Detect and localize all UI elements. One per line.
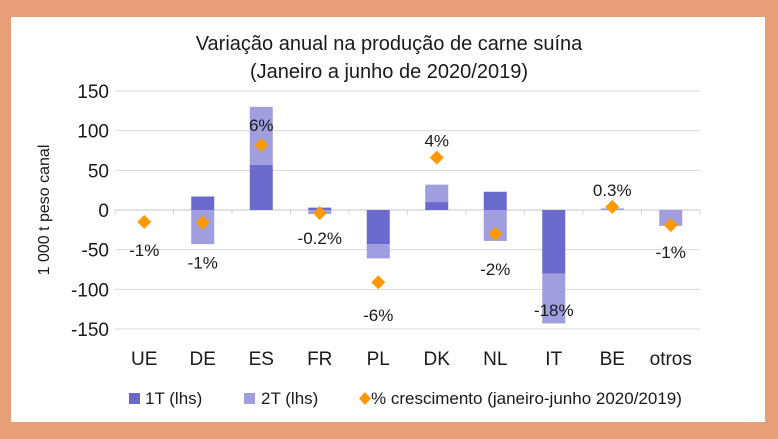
y-tick-label: 150: [77, 82, 109, 103]
legend-swatch-1t: [129, 393, 140, 404]
bar-2t-es: [249, 106, 273, 165]
growth-label-pl: -6%: [363, 306, 393, 325]
y-tick-label: 100: [77, 122, 109, 143]
x-tick-label: PL: [367, 349, 390, 370]
legend-label-growth: % crescimento (janeiro-junho 2020/2019): [371, 389, 682, 408]
x-tick-label: BE: [600, 349, 625, 370]
growth-label-de: -1%: [188, 254, 218, 273]
growth-diamond-nl: [488, 226, 503, 241]
bar-1t-es: [249, 164, 273, 210]
growth-diamond-otros: [663, 218, 678, 233]
bar-2t-dk: [425, 184, 449, 203]
x-tick-label: UE: [131, 349, 157, 370]
growth-diamond-dk: [429, 150, 444, 165]
bar-1t-it: [542, 210, 566, 274]
growth-label-fr: -0.2%: [298, 229, 342, 248]
chart: Variação anual na produção de carne suín…: [36, 33, 701, 408]
bar-1t-de: [191, 196, 215, 210]
growth-label-be: 0.3%: [593, 181, 632, 200]
growth-label-ue: -1%: [129, 241, 159, 260]
y-axis-label: 1 000 t peso canal: [36, 145, 53, 276]
growth-diamond-de: [195, 215, 210, 230]
x-tick-label: DE: [190, 349, 216, 370]
legend-label-2t: 2T (lhs): [261, 389, 318, 408]
chart-title: Variação anual na produção de carne suín…: [196, 33, 583, 55]
x-tick-label: ES: [249, 349, 274, 370]
bar-1t-dk: [425, 202, 449, 210]
legend-swatch-2t: [244, 393, 255, 404]
legend-diamond-growth: [359, 392, 371, 405]
growth-diamond-ue: [137, 214, 152, 229]
growth-label-es: 6%: [249, 116, 274, 135]
bar-1t-nl: [483, 191, 507, 210]
legend-label-1t: 1T (lhs): [145, 389, 202, 408]
x-tick-label: IT: [545, 349, 562, 370]
growth-diamond-fr: [312, 206, 327, 221]
x-tick-label: otros: [650, 349, 692, 370]
y-tick-label: -50: [82, 241, 109, 262]
growth-label-nl: -2%: [480, 260, 510, 279]
y-tick-label: 0: [98, 201, 109, 222]
growth-diamond-es: [254, 137, 269, 152]
x-tick-label: NL: [483, 349, 507, 370]
y-tick-label: -150: [71, 320, 109, 341]
x-tick-label: DK: [424, 349, 451, 370]
bar-2t-pl: [366, 244, 390, 259]
growth-label-dk: 4%: [424, 132, 449, 151]
growth-label-it: -18%: [534, 301, 574, 320]
growth-diamond-pl: [371, 275, 386, 290]
y-tick-label: -100: [71, 280, 109, 301]
bar-2t-otros: [659, 210, 683, 226]
growth-diamond-be: [605, 199, 620, 214]
y-tick-label: 50: [88, 161, 109, 182]
growth-label-otros: -1%: [656, 243, 686, 262]
bar-1t-pl: [366, 210, 390, 245]
bar-2t-it: [542, 273, 566, 324]
chart-panel: Variação anual na produção de carne suín…: [11, 17, 765, 422]
x-tick-label: FR: [307, 349, 332, 370]
chart-subtitle: (Janeiro a junho de 2020/2019): [250, 61, 528, 83]
